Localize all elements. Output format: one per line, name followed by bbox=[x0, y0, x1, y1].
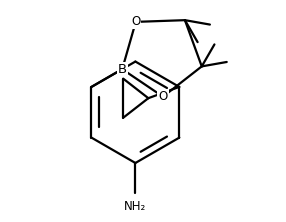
Text: O: O bbox=[131, 15, 140, 28]
Text: O: O bbox=[158, 90, 168, 103]
Text: B: B bbox=[118, 63, 127, 76]
Text: NH₂: NH₂ bbox=[124, 200, 146, 213]
